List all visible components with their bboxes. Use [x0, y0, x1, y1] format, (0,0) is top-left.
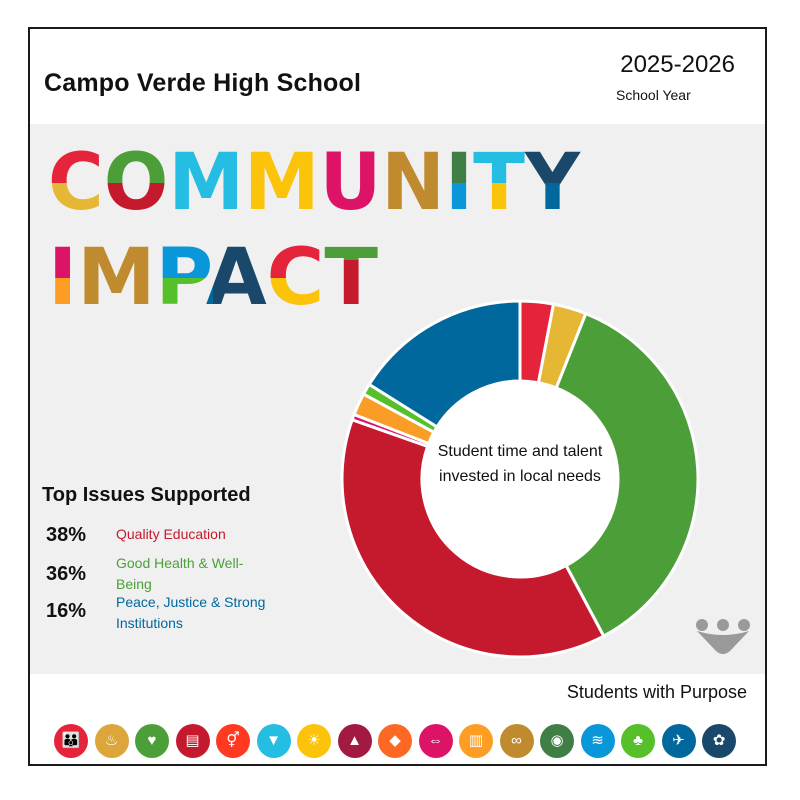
headline-letter: U [320, 138, 382, 228]
infographic-card: Campo Verde High School 2025-2026 School… [28, 27, 767, 766]
issue-percent: 36% [46, 563, 87, 585]
headline-letter: N [381, 138, 445, 228]
impact-donut-chart [340, 299, 700, 659]
no-poverty-icon: 👪 [54, 724, 88, 758]
life-below-water-icon: ≋ [580, 724, 615, 758]
quality-education-icon: ▤ [175, 724, 210, 758]
industry-innovation-icon: ◆ [378, 724, 412, 758]
partnerships-icon: ✿ [702, 724, 736, 758]
issue-row: 36% Good Health & Well-Being [46, 555, 286, 601]
issue-row: 38% Quality Education [46, 524, 286, 554]
sustainable-cities-icon: ▥ [459, 724, 493, 758]
headline-letter: O [104, 138, 169, 228]
headline: COMMUNITY IMPACT [48, 138, 581, 314]
school-year-label: School Year [616, 87, 691, 103]
gender-equality-icon: ⚥ [216, 724, 250, 758]
zero-hunger-icon: ♨ [94, 724, 129, 758]
donut-center-label: Student time and talent invested in loca… [437, 443, 603, 485]
issue-label: Peace, Justice & Strong Institutions [116, 594, 266, 631]
top-issues-title: Top Issues Supported [42, 484, 251, 506]
content-panel: COMMUNITY IMPACT Top Issues Supported 38… [30, 124, 765, 674]
headline-letter: C [267, 233, 325, 314]
donut-hole [422, 381, 618, 577]
issue-row: 16% Peace, Justice & Strong Institutions [46, 594, 286, 642]
headline-letter: T [324, 233, 378, 314]
brand-logo [696, 619, 750, 654]
headline-letter: M [244, 138, 320, 228]
clean-energy-icon: ☀ [297, 724, 331, 758]
headline-letter: I [445, 138, 473, 228]
climate-action-icon: ◉ [540, 724, 574, 758]
clean-water-icon: ▼ [256, 724, 291, 758]
responsible-consumption-icon: ∞ [499, 724, 534, 758]
headline-letter: I [48, 233, 77, 314]
reduced-inequalities-icon: ⇔ [418, 724, 453, 758]
headline-letter: P [155, 233, 209, 314]
life-on-land-icon: ♣ [621, 724, 655, 758]
headline-letter: Y [524, 138, 581, 228]
headline-letter: C [48, 138, 104, 228]
tagline: Students with Purpose [566, 682, 747, 702]
school-name: Campo Verde High School [44, 69, 362, 97]
decent-work-icon: ▲ [337, 724, 372, 758]
peace-justice-icon: ✈ [661, 724, 696, 758]
headline-letter: A [206, 233, 267, 314]
headline-line2: IMPACT [48, 233, 378, 314]
headline-line1: COMMUNITY [48, 138, 581, 228]
headline-letter: M [168, 138, 244, 228]
headline-letter: M [77, 233, 155, 314]
school-year: 2025-2026 [620, 51, 735, 78]
footer: Students with Purpose 👪 ♨ ♥ ▤ ⚥ ▼ ☀ ▲ ◆ ⇔ ▥ ∞ ◉ ≋ ♣ ✈ ✿ [30, 674, 765, 764]
issue-percent: 16% [46, 600, 87, 622]
good-health-icon: ♥ [135, 724, 169, 758]
issue-percent: 38% [46, 524, 87, 546]
issue-label: Quality Education [116, 526, 226, 542]
issue-label: Good Health & Well-Being [116, 555, 244, 592]
headline-letter: T [473, 138, 525, 228]
header: Campo Verde High School 2025-2026 School… [30, 29, 765, 124]
